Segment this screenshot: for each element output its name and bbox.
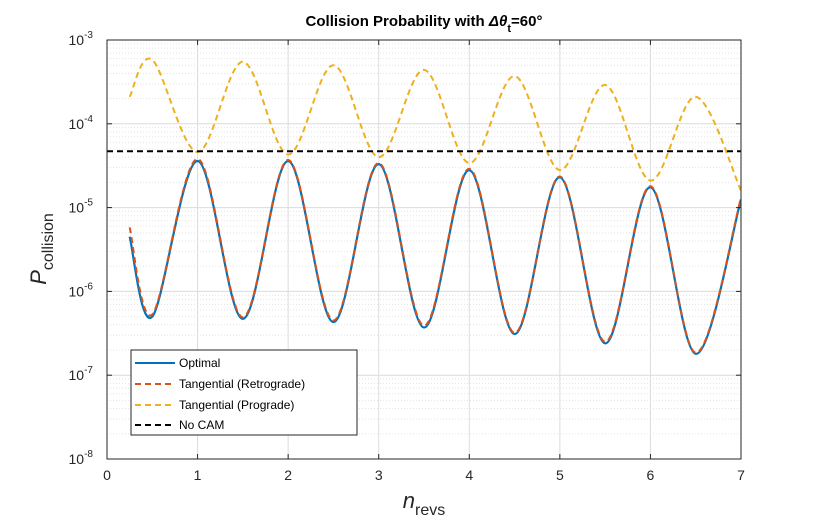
legend-label-no-cam: No CAM [179,418,224,432]
series-tangential-retrograde [128,158,741,354]
x-tick-label: 3 [375,467,383,483]
x-tick-label: 1 [194,467,202,483]
y-tick-label: 10-4 [69,114,94,132]
x-tick-label: 2 [284,467,292,483]
y-axis-label: Pcollision [26,213,57,285]
series-layer [107,57,741,355]
tick-marks [106,39,742,460]
y-tick-label: 10-6 [69,281,94,299]
legend-label-prograde: Tangential (Prograde) [179,398,294,412]
series-tangential-prograde [128,57,741,191]
x-axis-label: nrevs [403,488,445,519]
y-tick-labels: 10-8 10-7 10-6 10-5 10-4 10-3 [69,30,94,467]
y-tick-label: 10-3 [69,30,94,48]
chart-title: Collision Probability with Δθt=60° [306,13,543,35]
minor-grid [107,43,741,435]
legend: Optimal Tangential (Retrograde) Tangenti… [130,349,358,436]
legend-box [130,349,358,436]
axes-box [106,39,742,460]
x-tick-label: 7 [737,467,745,483]
legend-label-optimal: Optimal [179,356,220,370]
legend-label-retrograde: Tangential (Retrograde) [179,377,305,391]
x-tick-label: 0 [103,467,111,483]
x-tick-label: 6 [647,467,655,483]
x-tick-labels: 0 1 2 3 4 5 6 7 [103,467,745,483]
y-tick-label: 10-5 [69,198,94,216]
y-tick-label: 10-8 [69,449,94,467]
x-tick-label: 5 [556,467,564,483]
x-tick-label: 4 [465,467,473,483]
y-tick-label: 10-7 [69,365,94,383]
